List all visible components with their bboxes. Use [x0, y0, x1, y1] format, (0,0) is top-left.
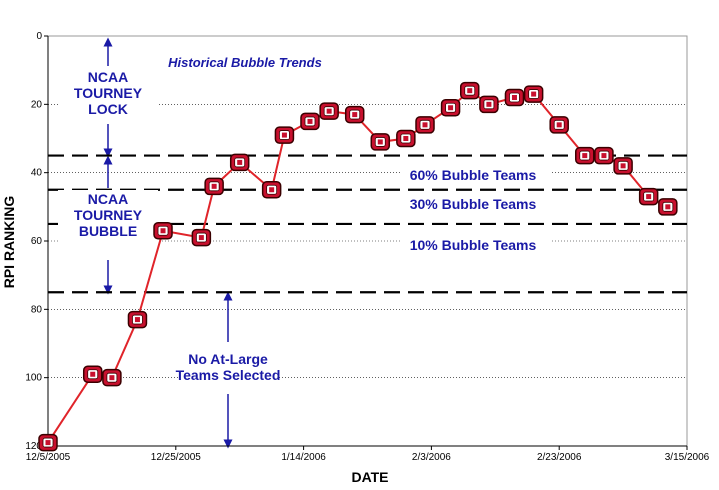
y-tick-label: 120 — [25, 441, 42, 452]
marker — [396, 129, 416, 148]
annotation: TOURNEY — [74, 85, 143, 101]
marker-core — [134, 317, 140, 323]
x-tick-label: 3/15/2006 — [665, 452, 710, 463]
marker-core — [90, 371, 96, 377]
marker — [344, 105, 365, 124]
marker-core — [403, 136, 409, 141]
marker — [370, 133, 391, 151]
marker — [575, 146, 595, 165]
marker-core — [281, 132, 287, 138]
marker — [440, 99, 461, 117]
marker — [127, 310, 148, 329]
label-bg — [178, 350, 278, 386]
marker — [191, 228, 212, 247]
annotation: NCAA — [88, 69, 128, 85]
arrows — [103, 37, 233, 449]
y-axis-label: RPI RANKING — [1, 196, 17, 289]
label-bg — [400, 197, 550, 213]
marker-core — [646, 194, 652, 200]
marker — [594, 146, 614, 165]
annotation: NCAA — [88, 191, 128, 207]
marker-core — [352, 112, 358, 118]
x-axis-label: DATE — [351, 469, 388, 485]
marker — [319, 102, 339, 120]
y-tick-label: 80 — [31, 304, 43, 315]
marker — [479, 95, 499, 114]
chart-title: Historical Bubble Trends — [168, 55, 322, 70]
marker-core — [511, 95, 517, 100]
x-tick-label: 2/23/2006 — [537, 452, 582, 463]
label-bg — [400, 238, 550, 254]
marker-core — [160, 228, 166, 234]
zone-label: 60% Bubble Teams — [410, 167, 537, 183]
y-tick-label: 60 — [31, 236, 43, 247]
zone-label: 30% Bubble Teams — [410, 196, 537, 212]
marker — [229, 153, 250, 172]
marker — [153, 222, 173, 240]
annotation: No At-Large — [188, 351, 268, 367]
y-tick-label: 20 — [31, 99, 43, 110]
marker-core — [326, 108, 332, 114]
annotation: LOCK — [88, 101, 128, 117]
marker-core — [620, 163, 626, 169]
marker — [504, 88, 525, 107]
marker-core — [307, 118, 313, 124]
marker-core — [377, 139, 383, 145]
marker — [415, 116, 435, 134]
marker — [523, 85, 544, 103]
x-tick-label: 2/3/2006 — [412, 452, 451, 463]
annotation: TOURNEY — [74, 207, 143, 223]
marker-core — [422, 122, 428, 128]
marker-core — [556, 122, 562, 128]
marker-core — [531, 91, 537, 97]
marker — [38, 433, 58, 452]
label-bg — [400, 168, 550, 184]
annotation: Teams Selected — [176, 367, 281, 383]
marker-core — [198, 235, 204, 241]
marker-core — [601, 153, 607, 159]
marker-core — [486, 101, 492, 107]
marker-core — [211, 183, 217, 189]
x-tick-label: 1/14/2006 — [281, 452, 326, 463]
marker-core — [448, 105, 454, 111]
marker-core — [109, 375, 115, 381]
data-line — [47, 89, 669, 444]
marker — [261, 181, 282, 199]
annotation: BUBBLE — [79, 223, 137, 239]
marker-core — [582, 153, 588, 159]
marker-core — [237, 159, 243, 165]
marker — [638, 187, 659, 206]
marker — [459, 81, 480, 100]
marker — [658, 198, 678, 216]
label-bg — [58, 190, 158, 242]
marker-core — [467, 88, 473, 94]
marker — [549, 116, 569, 134]
x-tick-label: 12/5/2005 — [26, 452, 71, 463]
marker — [274, 126, 295, 144]
label-bg — [58, 68, 158, 120]
y-tick-label: 0 — [36, 31, 42, 42]
marker — [102, 368, 122, 387]
marker-core — [45, 440, 51, 446]
marker-core — [269, 187, 275, 193]
marker — [82, 365, 103, 383]
y-tick-label: 100 — [25, 373, 42, 384]
marker — [204, 177, 224, 196]
zone-label: 10% Bubble Teams — [410, 237, 537, 253]
x-tick-label: 12/25/2005 — [151, 452, 201, 463]
marker — [300, 112, 320, 131]
marker-core — [665, 204, 671, 210]
marker — [613, 157, 633, 175]
y-tick-label: 40 — [31, 168, 43, 179]
